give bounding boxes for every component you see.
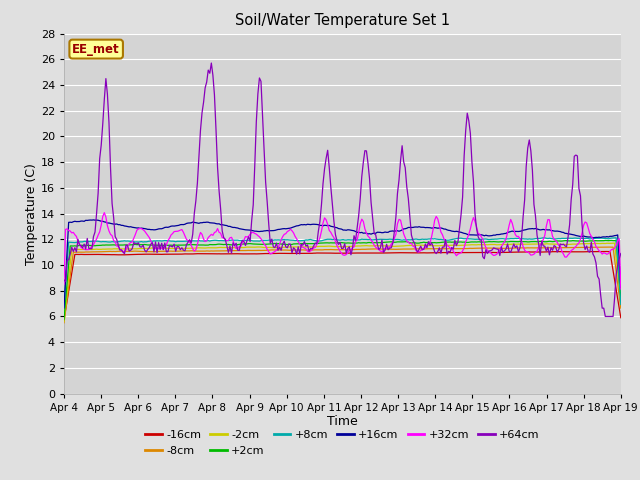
Y-axis label: Temperature (C): Temperature (C) <box>25 163 38 264</box>
X-axis label: Time: Time <box>327 415 358 429</box>
Title: Soil/Water Temperature Set 1: Soil/Water Temperature Set 1 <box>235 13 450 28</box>
Legend: -16cm, -8cm, -2cm, +2cm, +8cm, +16cm, +32cm, +64cm: -16cm, -8cm, -2cm, +2cm, +8cm, +16cm, +3… <box>141 426 544 460</box>
Text: EE_met: EE_met <box>72 43 120 56</box>
